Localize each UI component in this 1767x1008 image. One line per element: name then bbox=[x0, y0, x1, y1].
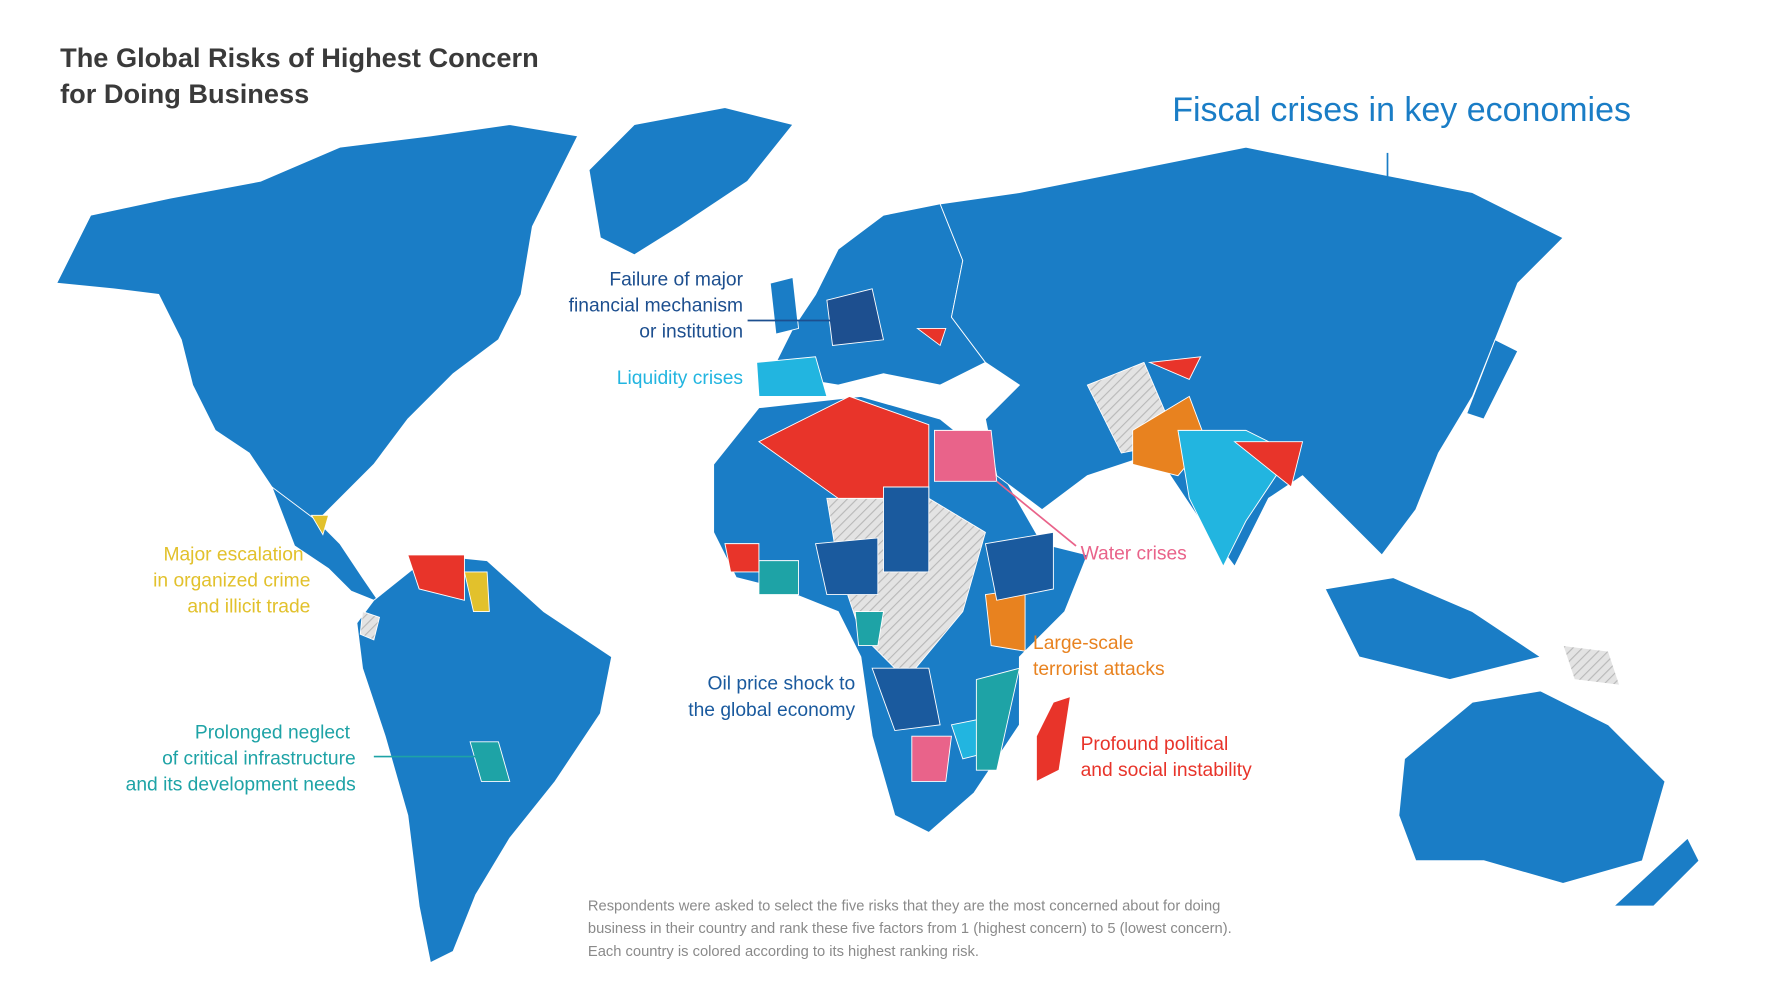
risk-label: and illicit trade bbox=[187, 597, 310, 618]
country bbox=[916, 327, 947, 347]
leader-line bbox=[996, 480, 1077, 547]
risk-label: Fiscal crises in key economies bbox=[1172, 91, 1631, 129]
footnote-line: business in their country and rank these… bbox=[588, 921, 1232, 937]
country bbox=[1147, 356, 1202, 381]
greenland bbox=[588, 107, 794, 256]
title: The Global Risks of Highest Concern for … bbox=[60, 42, 539, 109]
no-data-area bbox=[359, 610, 381, 641]
risk-label: Large-scale bbox=[1033, 633, 1134, 654]
leader-lines bbox=[373, 152, 1389, 758]
footnote-line: Each country is colored according to its… bbox=[588, 944, 979, 960]
country bbox=[758, 395, 930, 499]
country bbox=[871, 667, 941, 732]
japan bbox=[1466, 339, 1519, 420]
australia bbox=[1398, 690, 1666, 884]
country bbox=[826, 288, 885, 346]
uk bbox=[769, 276, 800, 335]
country bbox=[1035, 695, 1071, 783]
risk-label: Major escalation bbox=[163, 545, 303, 566]
country bbox=[756, 356, 828, 397]
risk-label: or institution bbox=[639, 322, 743, 343]
risk-label: Prolonged neglect bbox=[195, 722, 351, 743]
risk-label: Profound political bbox=[1081, 734, 1229, 755]
country bbox=[934, 429, 998, 482]
footnote: Respondents were asked to select the fiv… bbox=[588, 899, 1232, 960]
risk-label: the global economy bbox=[688, 700, 855, 721]
country bbox=[854, 611, 885, 647]
country bbox=[463, 571, 490, 613]
country bbox=[407, 554, 465, 601]
country bbox=[1233, 441, 1304, 488]
indonesia bbox=[1324, 577, 1542, 681]
north-america bbox=[56, 124, 579, 522]
no-data-area bbox=[1562, 645, 1621, 686]
country bbox=[883, 486, 930, 573]
title-line: The Global Risks of Highest Concern bbox=[60, 42, 539, 73]
footnote-line: Respondents were asked to select the fiv… bbox=[588, 899, 1220, 915]
country bbox=[814, 537, 879, 596]
risk-label: Water crises bbox=[1081, 543, 1187, 564]
risk-label: Liquidity crises bbox=[617, 368, 743, 389]
country bbox=[469, 741, 511, 782]
risk-label: financial mechanism bbox=[569, 295, 743, 316]
risk-label: and its development needs bbox=[126, 775, 356, 796]
new-zealand bbox=[1612, 837, 1700, 907]
country-patches bbox=[310, 288, 1304, 783]
country bbox=[911, 735, 952, 782]
risk-label: in organized crime bbox=[153, 571, 310, 592]
risk-label: Failure of major bbox=[609, 269, 743, 290]
country bbox=[310, 514, 330, 536]
country bbox=[975, 667, 1021, 771]
risk-label: Oil price shock to bbox=[708, 674, 856, 695]
risk-labels: Fiscal crises in key economies Failure o… bbox=[126, 91, 1631, 795]
risk-label: of critical infrastructure bbox=[162, 748, 356, 769]
risk-label: and social instability bbox=[1081, 760, 1253, 781]
country bbox=[724, 543, 760, 573]
country bbox=[758, 560, 800, 596]
title-line: for Doing Business bbox=[60, 78, 309, 109]
asia bbox=[939, 146, 1564, 568]
country bbox=[984, 531, 1054, 601]
risk-label: terrorist attacks bbox=[1033, 659, 1165, 680]
